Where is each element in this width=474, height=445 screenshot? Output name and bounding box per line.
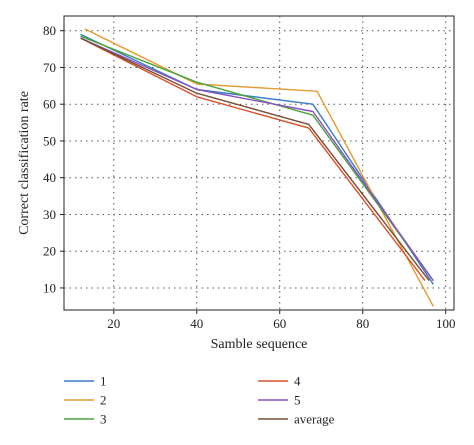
legend-label: 2 (100, 393, 107, 408)
x-tick-label: 60 (273, 316, 286, 331)
legend: 1 2 3 4 5 average (64, 374, 335, 427)
series-lines (80, 28, 434, 307)
x-tick-label: 100 (436, 316, 456, 331)
y-tick-label: 80 (43, 23, 56, 38)
plot-area: 20 40 60 80 100 10 20 30 40 50 60 70 80 (43, 15, 455, 331)
y-tick-label: 40 (43, 170, 56, 185)
legend-label: 4 (294, 374, 301, 389)
series-line-5 (80, 37, 434, 282)
y-axis-label: Correct classification rate (17, 91, 32, 235)
series-line-2 (84, 28, 434, 307)
y-tick-label: 70 (43, 60, 56, 75)
legend-label: 1 (100, 374, 107, 389)
x-tick-label: 80 (356, 316, 369, 331)
legend-item: 5 (258, 393, 301, 408)
series-line-average (80, 37, 430, 282)
y-axis-ticks: 10 20 30 40 50 60 70 80 (43, 23, 64, 295)
series-line-4 (80, 37, 426, 282)
legend-item: 1 (64, 374, 107, 389)
grid (64, 16, 454, 310)
legend-item: 2 (64, 393, 107, 408)
legend-label: 3 (100, 412, 107, 427)
y-tick-label: 50 (43, 133, 56, 148)
legend-item: 3 (64, 412, 107, 427)
y-tick-label: 10 (43, 280, 56, 295)
x-tick-label: 20 (107, 316, 120, 331)
x-axis-label: Samble sequence (211, 337, 308, 352)
y-tick-label: 30 (43, 207, 56, 222)
series-line-3 (80, 35, 434, 282)
legend-item: 4 (258, 374, 301, 389)
legend-label: average (294, 412, 335, 427)
legend-label: 5 (294, 393, 301, 408)
y-tick-label: 20 (43, 244, 56, 259)
y-tick-label: 60 (43, 97, 56, 112)
legend-item: average (258, 412, 335, 427)
plot-frame (63, 15, 455, 311)
x-tick-label: 40 (190, 316, 203, 331)
series-line-1 (80, 33, 434, 285)
x-axis-ticks: 20 40 60 80 100 (107, 310, 455, 331)
